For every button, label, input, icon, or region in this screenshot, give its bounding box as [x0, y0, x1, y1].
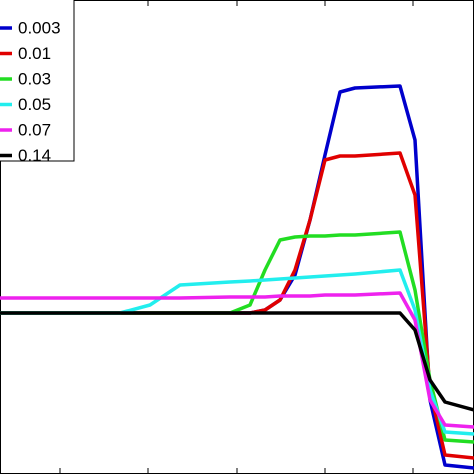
series-line	[0, 151, 474, 460]
tick-decor	[59, 0, 414, 474]
legend-label: 0.01	[18, 44, 51, 63]
series-line	[0, 291, 474, 429]
series-line	[0, 311, 474, 412]
legend-label: 0.03	[18, 69, 51, 88]
legend-label: 0.07	[18, 120, 51, 139]
series-line	[0, 268, 474, 436]
legend-label: 0.05	[18, 95, 51, 114]
legend-label: 0.14	[18, 146, 51, 165]
legend-box	[0, 0, 75, 162]
legend-label: 0.003	[18, 18, 61, 37]
series-line	[0, 230, 474, 444]
